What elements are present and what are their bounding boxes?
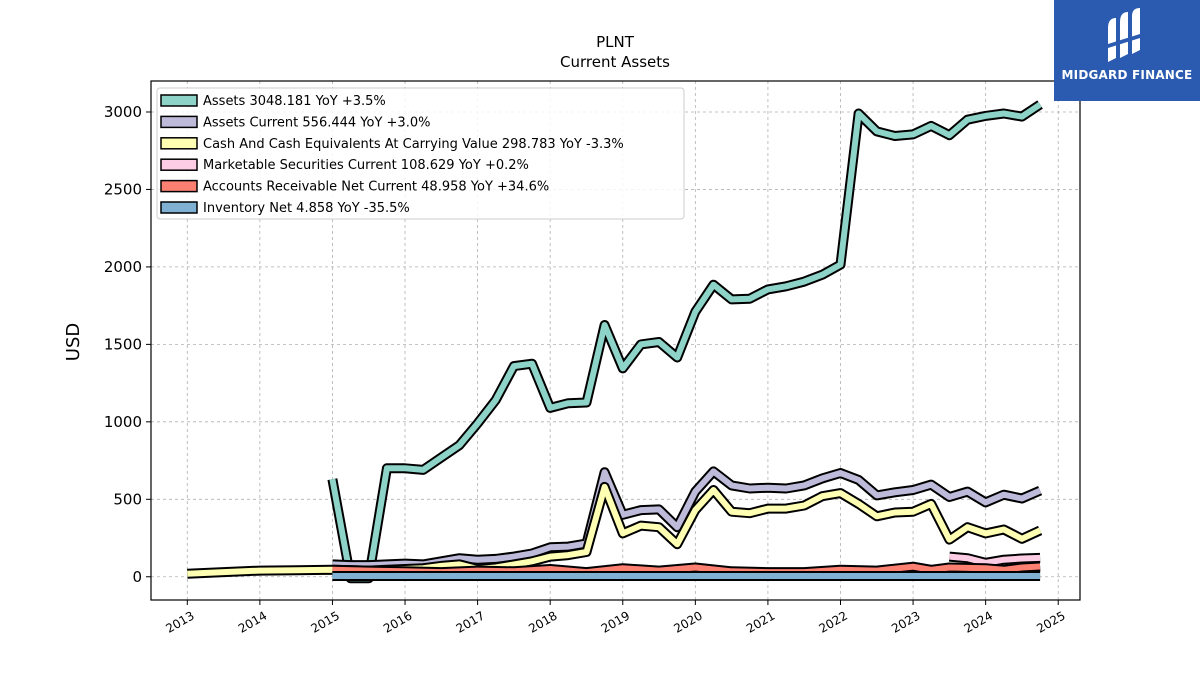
x-tick-label: 2016 (381, 608, 414, 635)
legend-label: Marketable Securities Current 108.629 Yo… (203, 158, 529, 173)
x-tick-label: 2025 (1034, 608, 1067, 635)
x-tick-label: 2019 (599, 608, 632, 635)
x-tick-label: 2018 (526, 608, 559, 635)
x-tick-label: 2024 (962, 608, 995, 635)
legend-swatch (160, 137, 198, 150)
x-tick-label: 2013 (163, 608, 196, 635)
legend-label: Assets Current 556.444 YoY +3.0% (203, 115, 430, 130)
logo-text: MIDGARD FINANCE (1061, 68, 1193, 82)
y-tick-label: 3000 (104, 103, 142, 121)
chart-subtitle: Current Assets (560, 53, 670, 71)
legend-swatch (160, 201, 198, 214)
x-tick-label: 2022 (817, 608, 850, 635)
legend-swatch (160, 94, 198, 107)
series-layer (187, 100, 1043, 584)
series-outline-2 (187, 481, 1043, 579)
series-line-0 (329, 102, 1042, 582)
legend-swatch (160, 115, 198, 129)
y-tick-label: 1500 (104, 335, 142, 353)
y-tick-label: 2000 (104, 258, 142, 276)
x-tick-label: 2023 (889, 608, 922, 635)
midgard-finance-logo: MIDGARD FINANCE (1054, 0, 1200, 101)
x-tick-label: 2014 (236, 608, 269, 635)
plot-frame (150, 80, 1081, 601)
y-tick-label: 1000 (104, 413, 142, 431)
chart-title: PLNT (596, 33, 635, 51)
y-tick-label: 500 (113, 490, 142, 508)
x-tick-label: 2020 (671, 608, 704, 635)
y-axis-label: USD (63, 323, 84, 361)
x-tick-label: 2021 (744, 608, 777, 635)
x-tick-label: 2017 (454, 608, 487, 635)
legend-label: Cash And Cash Equivalents At Carrying Va… (203, 137, 624, 152)
logo-mark-icon (1108, 8, 1140, 62)
series-line-1 (332, 468, 1042, 569)
legend-label: Assets 3048.181 YoY +3.5% (203, 94, 386, 109)
legend-label: Inventory Net 4.858 YoY -35.5% (203, 201, 410, 216)
y-tick-label: 0 (132, 568, 142, 586)
legend-label: Accounts Receivable Net Current 48.958 Y… (203, 180, 549, 195)
x-tick-label: 2015 (308, 608, 341, 635)
y-tick-label: 2500 (104, 180, 142, 198)
legend-swatch (160, 158, 198, 171)
legend: Assets 3048.181 YoY +3.5% Assets Current … (156, 87, 685, 220)
legend-swatch (160, 179, 198, 193)
legend-box (156, 87, 685, 220)
series-line-3 (949, 553, 1041, 566)
